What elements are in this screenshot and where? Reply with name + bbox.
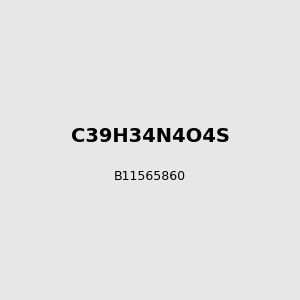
Text: C39H34N4O4S: C39H34N4O4S (70, 127, 230, 146)
Text: B11565860: B11565860 (114, 170, 186, 184)
